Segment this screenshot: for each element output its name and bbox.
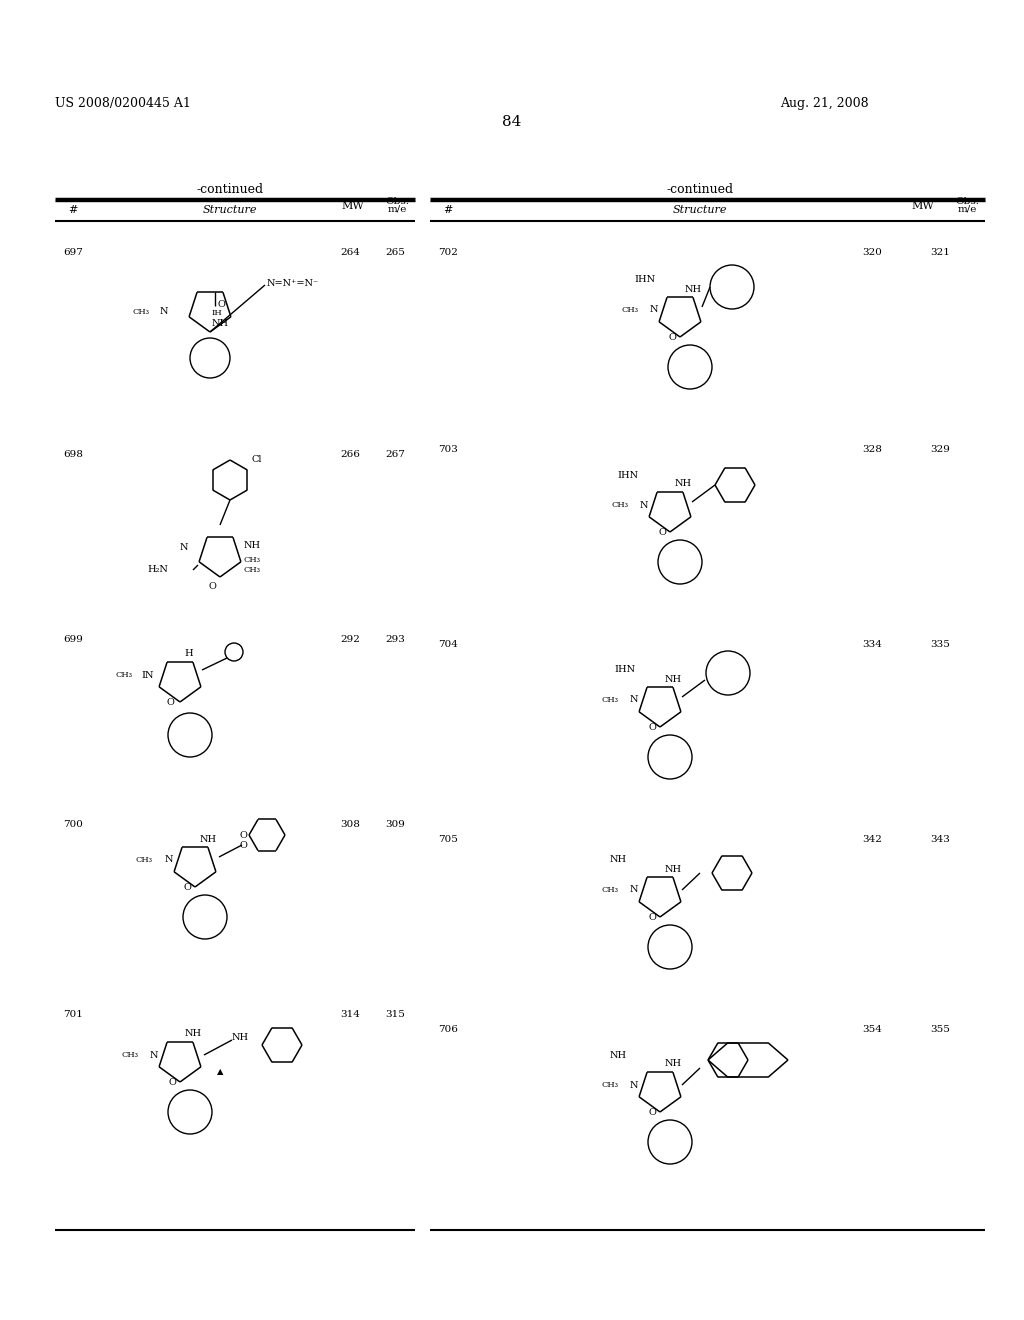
Text: NH: NH: [609, 1051, 627, 1060]
Text: 698: 698: [63, 450, 83, 459]
Text: US 2008/0200445 A1: US 2008/0200445 A1: [55, 96, 190, 110]
Text: IHN: IHN: [617, 470, 639, 479]
Text: ▲: ▲: [217, 1068, 223, 1076]
Text: O: O: [648, 913, 656, 921]
Text: N: N: [630, 886, 639, 895]
Text: O: O: [658, 528, 666, 537]
Text: N: N: [640, 500, 648, 510]
Text: N: N: [630, 696, 639, 705]
Text: NH: NH: [665, 1060, 682, 1068]
Text: NH: NH: [609, 855, 627, 865]
Text: 329: 329: [930, 445, 950, 454]
Text: 342: 342: [862, 836, 882, 843]
Text: CH₃: CH₃: [244, 566, 261, 574]
Text: O: O: [218, 300, 226, 309]
Text: O: O: [166, 698, 174, 708]
Text: 314: 314: [340, 1010, 360, 1019]
Text: NH: NH: [685, 285, 702, 293]
Text: 355: 355: [930, 1026, 950, 1034]
Text: 309: 309: [385, 820, 404, 829]
Text: IHN: IHN: [635, 276, 655, 285]
Text: NH: NH: [244, 540, 261, 549]
Text: 699: 699: [63, 635, 83, 644]
Text: NH: NH: [675, 479, 692, 488]
Text: N: N: [630, 1081, 639, 1089]
Text: 265: 265: [385, 248, 404, 257]
Text: 328: 328: [862, 445, 882, 454]
Text: CH₃: CH₃: [601, 1081, 618, 1089]
Text: 292: 292: [340, 635, 360, 644]
Text: 343: 343: [930, 836, 950, 843]
Text: 335: 335: [930, 640, 950, 649]
Text: CH₃: CH₃: [621, 306, 638, 314]
Text: O: O: [648, 1107, 656, 1117]
Text: CH₃: CH₃: [115, 671, 132, 678]
Text: 320: 320: [862, 248, 882, 257]
Text: 706: 706: [438, 1026, 458, 1034]
Text: m/e: m/e: [387, 205, 407, 214]
Text: Obs.: Obs.: [385, 197, 409, 206]
Text: CH₃: CH₃: [244, 556, 261, 564]
Text: H: H: [184, 649, 193, 659]
Text: MW: MW: [911, 201, 934, 211]
Text: O: O: [648, 723, 656, 733]
Text: NH: NH: [232, 1034, 249, 1043]
Text: NH: NH: [185, 1030, 202, 1039]
Text: 703: 703: [438, 445, 458, 454]
Text: CH₃: CH₃: [132, 308, 150, 315]
Text: 266: 266: [340, 450, 360, 459]
Text: Obs.: Obs.: [955, 197, 979, 206]
Text: 264: 264: [340, 248, 360, 257]
Text: N: N: [160, 308, 168, 317]
Text: 84: 84: [503, 115, 521, 129]
Text: CH₃: CH₃: [601, 886, 618, 894]
Text: m/e: m/e: [957, 205, 977, 214]
Text: NH: NH: [200, 834, 217, 843]
Text: NH: NH: [212, 319, 229, 329]
Text: 321: 321: [930, 248, 950, 257]
Text: #: #: [443, 205, 453, 215]
Text: 354: 354: [862, 1026, 882, 1034]
Text: Structure: Structure: [673, 205, 727, 215]
Text: O: O: [208, 582, 216, 591]
Text: Cl: Cl: [252, 455, 262, 465]
Text: N: N: [165, 855, 173, 865]
Text: 704: 704: [438, 640, 458, 649]
Text: CH₃: CH₃: [121, 1051, 138, 1059]
Text: 315: 315: [385, 1010, 404, 1019]
Text: N: N: [650, 305, 658, 314]
Text: N: N: [150, 1051, 159, 1060]
Text: O: O: [240, 830, 247, 840]
Text: NH: NH: [665, 675, 682, 684]
Text: H₂N: H₂N: [147, 565, 168, 574]
Text: MW: MW: [342, 201, 365, 211]
Text: 697: 697: [63, 248, 83, 257]
Text: CH₃: CH₃: [601, 696, 618, 704]
Text: CH₃: CH₃: [136, 855, 153, 865]
Text: CH₃: CH₃: [611, 502, 628, 510]
Text: O: O: [668, 333, 676, 342]
Text: 308: 308: [340, 820, 360, 829]
Text: O: O: [239, 841, 247, 850]
Text: IN: IN: [141, 671, 155, 680]
Text: IH: IH: [212, 309, 223, 317]
Text: #: #: [69, 205, 78, 215]
Text: N=N⁺=N⁻: N=N⁺=N⁻: [267, 279, 319, 288]
Text: Structure: Structure: [203, 205, 257, 215]
Text: 293: 293: [385, 635, 404, 644]
Text: O: O: [168, 1078, 176, 1086]
Text: 705: 705: [438, 836, 458, 843]
Text: 267: 267: [385, 450, 404, 459]
Text: 701: 701: [63, 1010, 83, 1019]
Text: 700: 700: [63, 820, 83, 829]
Text: Aug. 21, 2008: Aug. 21, 2008: [780, 96, 868, 110]
Text: IHN: IHN: [614, 665, 636, 675]
Text: 334: 334: [862, 640, 882, 649]
Text: N: N: [180, 543, 188, 552]
Text: O: O: [183, 883, 190, 892]
Text: NH: NH: [665, 865, 682, 874]
Text: -continued: -continued: [197, 183, 263, 195]
Text: -continued: -continued: [667, 183, 733, 195]
Text: 702: 702: [438, 248, 458, 257]
